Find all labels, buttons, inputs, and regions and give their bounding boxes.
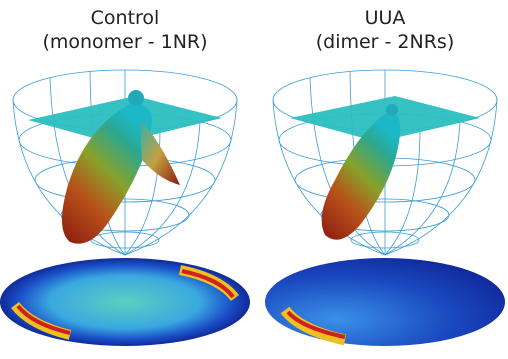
- page: Control (monomer - 1NR) UUA (dimer - 2NR…: [0, 0, 508, 359]
- figure: Control (monomer - 1NR) UUA (dimer - 2NR…: [0, 0, 508, 359]
- tip: [386, 104, 398, 116]
- panel-subtitle: (dimer - 2NRs): [316, 31, 455, 53]
- heatmap-left: [0, 258, 250, 346]
- tip: [128, 90, 144, 106]
- heatmap-right: [265, 258, 505, 346]
- panel-title: Control: [91, 7, 160, 29]
- panel-title: UUA: [365, 7, 406, 29]
- panel-subtitle: (monomer - 1NR): [42, 31, 207, 53]
